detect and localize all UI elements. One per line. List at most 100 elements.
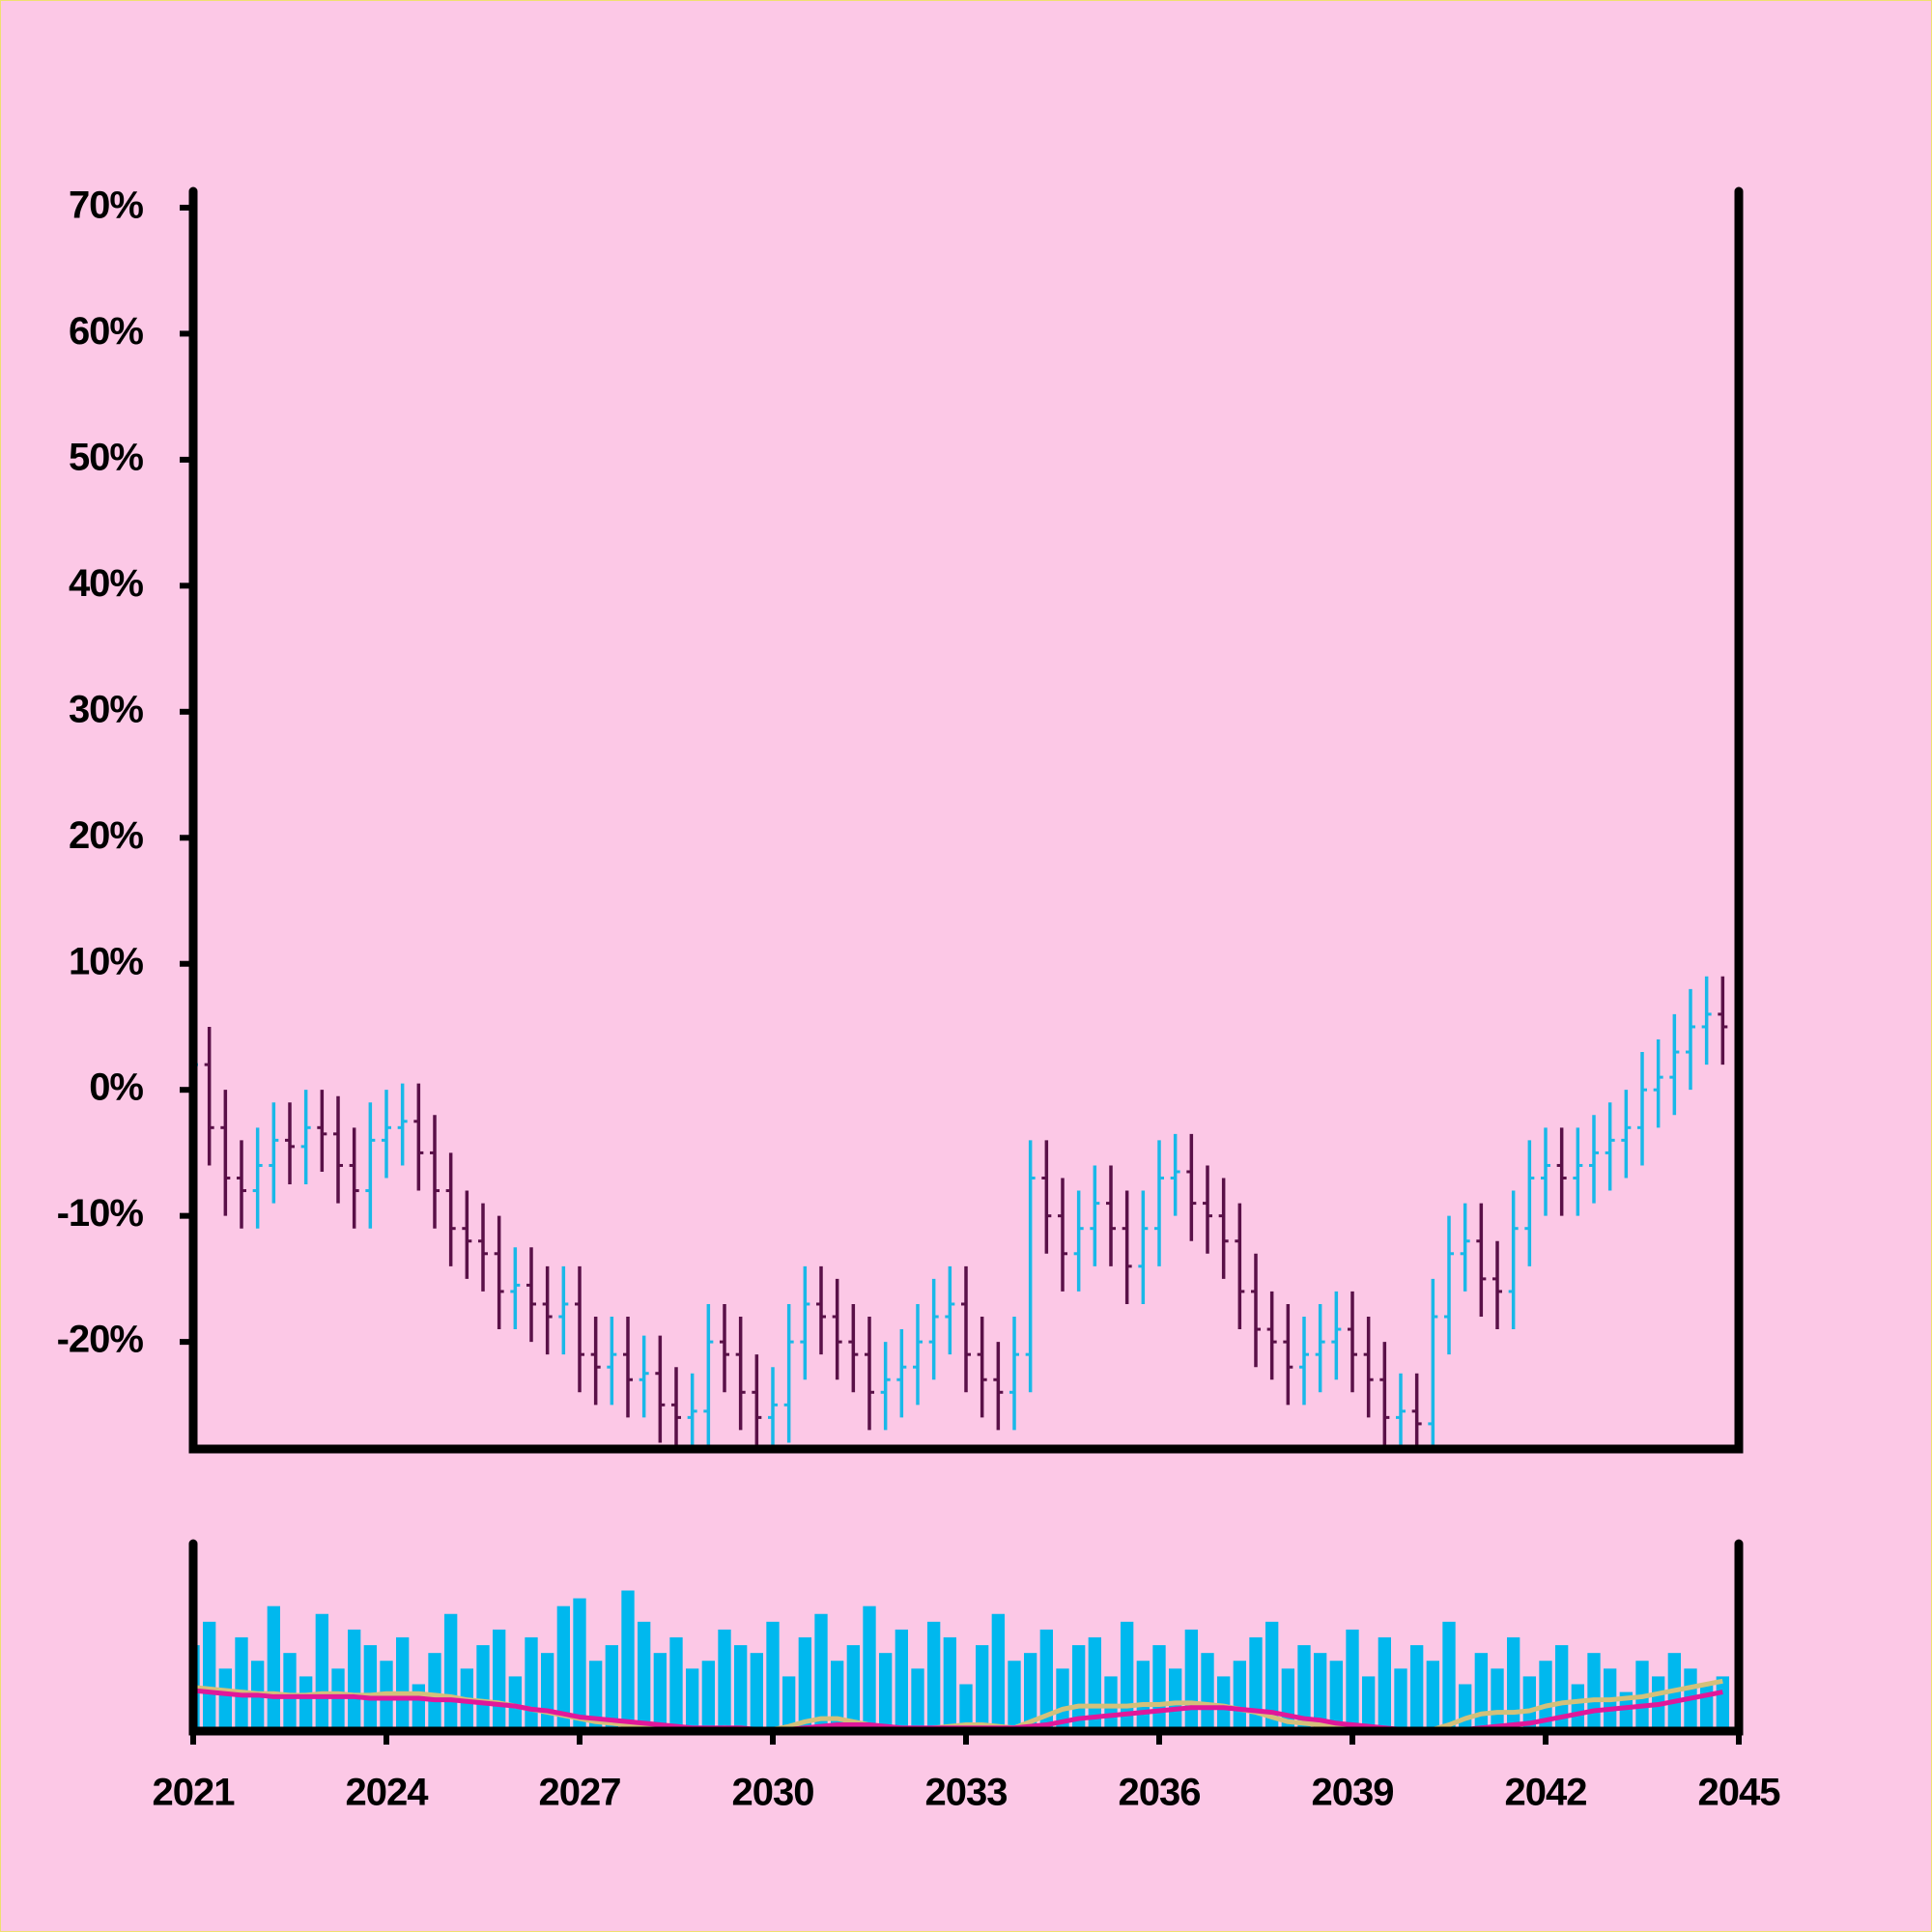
x-tick-label: 2042 — [1505, 1772, 1587, 1814]
y-tick-label: 20% — [69, 814, 143, 857]
volume-bar — [1522, 1676, 1536, 1731]
x-tick-label: 2036 — [1119, 1772, 1201, 1814]
volume-bar — [428, 1653, 441, 1731]
volume-bar — [331, 1668, 345, 1731]
volume-bar — [267, 1605, 280, 1731]
volume-bar — [1329, 1661, 1343, 1731]
volume-plot — [193, 1590, 1729, 1731]
volume-bar — [493, 1629, 506, 1731]
volume-bar — [750, 1653, 763, 1731]
x-tick-label: 2033 — [925, 1772, 1008, 1814]
volume-bar — [911, 1668, 924, 1731]
volume-bar — [1024, 1653, 1037, 1731]
volume-bar — [1459, 1684, 1472, 1731]
volume-bar — [1039, 1629, 1053, 1731]
volume-bar — [1169, 1668, 1182, 1731]
volume-bar — [348, 1629, 361, 1731]
y-tick-label: 50% — [69, 436, 143, 478]
volume-bar — [1378, 1637, 1391, 1731]
volume-bar — [846, 1645, 860, 1731]
x-tick-label: 2030 — [732, 1772, 814, 1814]
volume-bar — [1619, 1691, 1633, 1731]
volume-bar — [653, 1653, 667, 1731]
volume-bar — [541, 1653, 554, 1731]
volume-bar — [573, 1598, 586, 1731]
volume-bar — [363, 1645, 377, 1731]
volume-bar — [556, 1605, 570, 1731]
volume-bar — [525, 1637, 538, 1731]
volume-bar — [1442, 1621, 1456, 1731]
volume-bar — [589, 1661, 603, 1731]
volume-axes — [188, 1539, 1744, 1736]
volume-bar — [718, 1629, 731, 1731]
volume-bar — [1426, 1661, 1439, 1731]
volume-bar — [686, 1668, 699, 1731]
y-tick-label: 0% — [89, 1066, 143, 1109]
volume-bar — [1008, 1661, 1021, 1731]
volume-bar — [444, 1613, 458, 1731]
volume-bar — [1491, 1668, 1504, 1731]
volume-bar — [1346, 1629, 1359, 1731]
volume-bar — [621, 1590, 635, 1731]
x-tick-label: 2027 — [539, 1772, 621, 1814]
volume-bar — [782, 1676, 796, 1731]
price-axes — [188, 186, 1744, 1454]
volume-bar — [1233, 1661, 1246, 1731]
volume-bar — [283, 1653, 297, 1731]
volume-bar — [476, 1645, 490, 1731]
y-tick-label: -10% — [57, 1192, 144, 1235]
volume-bar — [1314, 1653, 1327, 1731]
volume-bar — [976, 1645, 989, 1731]
volume-bar — [959, 1684, 973, 1731]
volume-bar — [218, 1668, 232, 1731]
price-plot — [193, 976, 1728, 1449]
y-tick-label: 40% — [69, 562, 143, 605]
volume-bar — [1587, 1653, 1601, 1731]
volume-bar — [1571, 1684, 1584, 1731]
volume-bar — [895, 1629, 908, 1731]
volume-bar — [1184, 1629, 1198, 1731]
volume-bar — [863, 1605, 876, 1731]
volume-bar — [1152, 1645, 1166, 1731]
y-tick-label: 70% — [69, 185, 143, 227]
volume-bar — [734, 1645, 748, 1731]
volume-bar — [1201, 1653, 1214, 1731]
x-tick-label: 2039 — [1312, 1772, 1394, 1814]
volume-bar — [1394, 1668, 1407, 1731]
volume-bar — [1555, 1645, 1569, 1731]
volume-bar — [991, 1613, 1005, 1731]
y-tick-label: 10% — [69, 940, 143, 982]
volume-bar — [1297, 1645, 1311, 1731]
x-tick-label: 2021 — [153, 1772, 236, 1814]
volume-bar — [1265, 1621, 1279, 1731]
volume-bar — [1056, 1668, 1069, 1731]
volume-bar — [1072, 1645, 1086, 1731]
y-tick-label: 60% — [69, 310, 143, 353]
volume-bar — [766, 1621, 780, 1731]
volume-bar — [669, 1637, 683, 1731]
volume-bar — [814, 1613, 828, 1731]
volume-bar — [1474, 1653, 1488, 1731]
volume-bar — [879, 1653, 893, 1731]
volume-bar — [203, 1621, 216, 1731]
volume-bar — [396, 1637, 410, 1731]
volume-bar — [1539, 1661, 1552, 1731]
volume-bar — [701, 1661, 715, 1731]
volume-bar — [299, 1676, 313, 1731]
x-tick-label: 2024 — [346, 1772, 430, 1814]
volume-bar — [605, 1645, 618, 1731]
volume-bar — [638, 1621, 651, 1731]
volume-bar — [1700, 1684, 1714, 1731]
y-tick-label: 30% — [69, 688, 143, 730]
y-tick-label: -20% — [57, 1319, 144, 1361]
volume-bar — [1716, 1676, 1729, 1731]
volume-bar — [943, 1637, 956, 1731]
volume-bar — [798, 1637, 811, 1731]
volume-bar — [1136, 1661, 1150, 1731]
volume-bar — [315, 1613, 328, 1731]
volume-bar — [1507, 1637, 1520, 1731]
volume-bar — [1362, 1676, 1376, 1731]
volume-bar — [1249, 1637, 1263, 1731]
